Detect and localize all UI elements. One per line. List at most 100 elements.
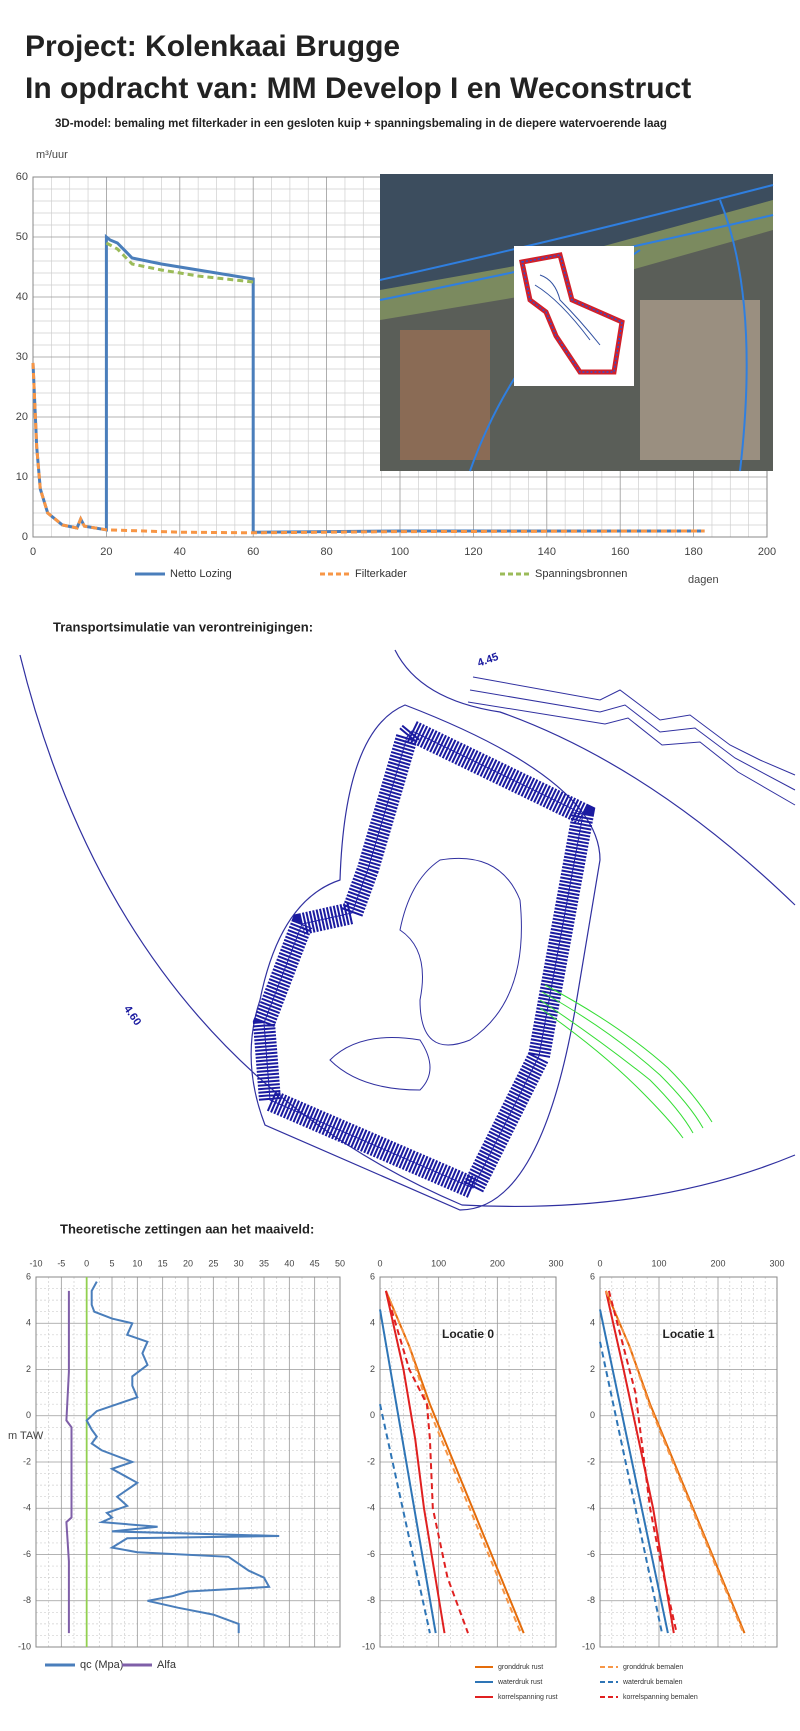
x-tick-label: 15 (158, 1258, 168, 1268)
y-tick-label: -10 (362, 1641, 375, 1651)
y-tick-label: -8 (23, 1595, 31, 1605)
inset-photo (379, 174, 774, 472)
x-tick-label: 5 (109, 1258, 114, 1268)
section-heading: Transportsimulatie van verontreinigingen… (53, 619, 313, 634)
y-tick-label: -4 (23, 1503, 31, 1513)
legend-label: Filterkader (355, 568, 407, 580)
y-tick-label: 30 (16, 351, 28, 363)
x-tick-label: 160 (611, 546, 629, 558)
y-axis-label: m³/uur (36, 149, 68, 161)
y-tick-label: -6 (587, 1549, 595, 1559)
subtitle: 3D-model: bemaling met filterkader in ee… (55, 118, 667, 130)
y-tick-label: 20 (16, 411, 28, 423)
x-tick-label: 10 (132, 1258, 142, 1268)
series-line (607, 1290, 678, 1634)
x-tick-label: 0 (597, 1258, 602, 1268)
chart-title: Locatie 1 (662, 1327, 714, 1341)
plot-frame (599, 1276, 778, 1648)
y-tick-label: -10 (582, 1641, 595, 1651)
y-axis-label: m TAW (8, 1430, 44, 1442)
series-line (105, 241, 254, 284)
y-tick-label: -2 (23, 1456, 31, 1466)
y-tick-label: -4 (587, 1503, 595, 1513)
x-tick-label: 100 (651, 1258, 666, 1268)
y-tick-label: -2 (587, 1456, 595, 1466)
x-tick-label: 200 (490, 1258, 505, 1268)
y-tick-label: 10 (16, 471, 28, 483)
title: In opdracht van: MM Develop I en Weconst… (25, 72, 691, 105)
y-tick-label: -6 (367, 1549, 375, 1559)
legend-label: korrelspanning bemalen (623, 1694, 698, 1701)
y-tick-label: -8 (367, 1595, 375, 1605)
y-tick-label: 0 (590, 1410, 595, 1420)
x-tick-label: 100 (391, 546, 409, 558)
x-tick-label: 20 (100, 546, 112, 558)
legend-label: Spanningsbronnen (535, 568, 627, 580)
x-tick-label: -5 (57, 1258, 65, 1268)
y-tick-label: 4 (26, 1318, 31, 1328)
x-tick-label: 100 (431, 1258, 446, 1268)
contour-label: 4.45 (476, 651, 500, 670)
series-line: waterdruk bemalen (379, 1403, 431, 1634)
x-tick-label: 200 (758, 546, 776, 558)
x-tick-label: 300 (769, 1258, 784, 1268)
x-tick-label: 300 (548, 1258, 563, 1268)
x-tick-label: 35 (259, 1258, 269, 1268)
chart-title: Locatie 0 (442, 1327, 494, 1341)
y-tick-label: -10 (18, 1641, 31, 1651)
x-tick-label: 45 (310, 1258, 320, 1268)
x-tick-label: 20 (183, 1258, 193, 1268)
y-tick-label: 2 (26, 1364, 31, 1374)
x-tick-label: 50 (335, 1258, 345, 1268)
y-tick-label: 40 (16, 291, 28, 303)
y-tick-label: 4 (590, 1318, 595, 1328)
y-tick-label: -6 (23, 1549, 31, 1559)
x-tick-label: 30 (234, 1258, 244, 1268)
y-tick-label: -8 (587, 1595, 595, 1605)
x-tick-label: 180 (684, 546, 702, 558)
series-line (31, 362, 705, 535)
contour-label: 4.60 (121, 1004, 143, 1028)
series-line (379, 1309, 437, 1634)
series-line (604, 1290, 745, 1634)
x-axis-label: dagen (688, 574, 719, 586)
y-tick-label: 0 (370, 1410, 375, 1420)
legend-label: gronddruk bemalen (623, 1664, 683, 1671)
legend-label: gronddruk rust (498, 1664, 543, 1671)
x-tick-label: 40 (174, 546, 186, 558)
x-tick-label: 120 (464, 546, 482, 558)
series-line: korrelspanning rust (604, 1290, 675, 1634)
legend-label: waterdruk rust (497, 1679, 542, 1686)
y-tick-label: 0 (26, 1410, 31, 1420)
x-tick-label: 140 (538, 546, 556, 558)
series-line: waterdruk rust (599, 1309, 669, 1634)
x-tick-label: 60 (247, 546, 259, 558)
series-line (384, 1290, 446, 1634)
y-tick-label: 2 (370, 1364, 375, 1374)
legend-label: Alfa (157, 1659, 177, 1671)
section-heading: Theoretische zettingen aan het maaiveld: (60, 1221, 314, 1236)
legend-label: waterdruk bemalen (622, 1679, 683, 1686)
y-tick-label: 4 (370, 1318, 375, 1328)
y-tick-label: 6 (590, 1271, 595, 1281)
y-tick-label: -2 (367, 1456, 375, 1466)
charts: 0 20 40 60 80 100 120 140 160 180 2000102030405060… (8, 149, 785, 1701)
y-tick-label: 60 (16, 171, 28, 183)
x-tick-label: 0 (84, 1258, 89, 1268)
y-tick-label: 0 (22, 531, 28, 543)
x-tick-label: -10 (29, 1258, 42, 1268)
series-line: gronddruk bemalen (384, 1290, 522, 1634)
x-tick-label: 40 (284, 1258, 294, 1268)
y-tick-label: 6 (26, 1271, 31, 1281)
x-tick-label: 80 (320, 546, 332, 558)
x-tick-label: 0 (377, 1258, 382, 1268)
plot-frame (379, 1276, 557, 1648)
legend-label: korrelspanning rust (498, 1694, 558, 1701)
series-line: korrelspanning bemalen (384, 1290, 469, 1634)
y-tick-label: -4 (367, 1503, 375, 1513)
y-tick-label: 50 (16, 231, 28, 243)
y-tick-label: 6 (370, 1271, 375, 1281)
legend-label: qc (Mpa) (80, 1659, 123, 1671)
